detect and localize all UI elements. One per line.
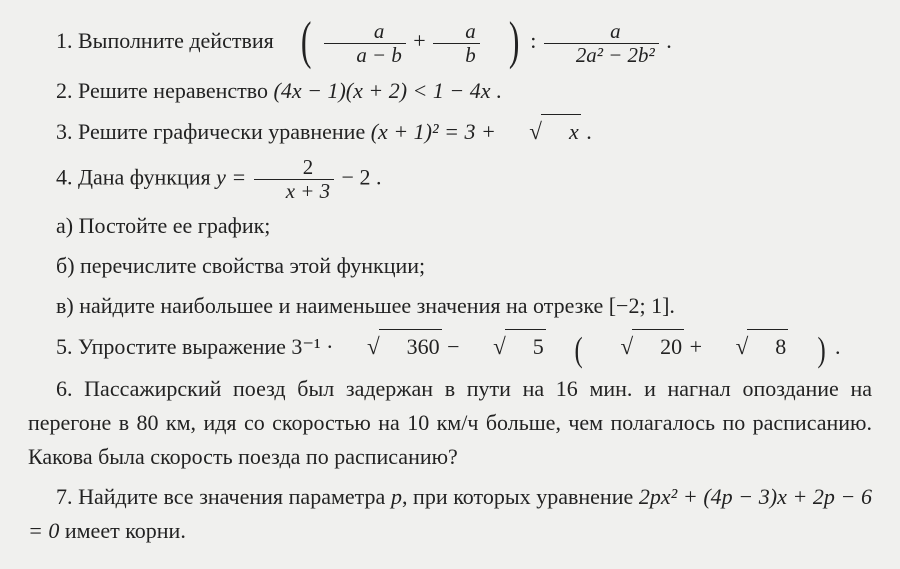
q4-y: y = [216,165,246,190]
q2-lead: Решите неравенство [78,78,268,103]
q4-lead: Дана функция [78,165,211,190]
q3-lead: Решите графически уравнение [78,119,365,144]
sqrt-5: 5 [465,329,546,365]
sqrt-x: x [501,114,580,150]
q1-lead: Выполните действия [78,28,274,53]
q6-text: Пассажирский поезд был задержан в пути н… [28,376,872,469]
q7-tail: имеет корни. [65,518,186,543]
close-paren: ) [492,16,519,66]
q2-number: 2. [56,78,73,103]
q2-expr: (4x − 1)(x + 2) < 1 − 4x [274,78,491,103]
q4-number: 4. [56,165,73,190]
problem-5: 5. Упростите выражение 3⁻¹ · 360 − 5 ( 2… [28,329,872,366]
problem-6: 6. Пассажирский поезд был задержан в пут… [28,372,872,474]
close-paren-2: ) [798,333,826,366]
problem-4c: в) найдите наибольшее и наименьшее значе… [28,289,872,323]
q5-lead: Упростите выражение [78,334,286,359]
q3-lhs: (x + 1)² = 3 + [371,119,496,144]
fraction-3: a 2a² − 2b² [544,20,659,67]
problem-1: 1. Выполните действия ( a a − b + a b ) … [28,18,872,68]
problem-7: 7. Найдите все значения параметра p, при… [28,480,872,548]
problem-4b: б) перечислите свойства этой функции; [28,249,872,283]
fraction-1: a a − b [324,20,405,67]
q7-lead: Найдите все значения параметра [78,484,385,509]
sqrt-20: 20 [592,329,684,365]
q3-number: 3. [56,119,73,144]
problem-3: 3. Решите графически уравнение (x + 1)² … [28,114,872,150]
problem-4a: а) Постойте ее график; [28,209,872,243]
q7-p: p [391,484,402,509]
fraction-2: a b [433,20,479,67]
problem-4: 4. Дана функция y = 2 x + 3 − 2 . [28,156,872,203]
q7-number: 7. [56,484,73,509]
q5-pre: 3⁻¹ · [291,334,333,359]
open-paren: ( [284,16,311,66]
sqrt-8: 8 [708,329,789,365]
q5-number: 5. [56,334,73,359]
q4-tail: − 2 . [342,165,382,190]
q4-fraction: 2 x + 3 [254,156,334,203]
q1-number: 1. [56,28,73,53]
open-paren-2: ( [555,333,583,366]
problem-2: 2. Решите неравенство (4x − 1)(x + 2) < … [28,74,872,108]
sqrt-360: 360 [339,329,442,365]
q7-mid: , при которых уравнение [402,484,633,509]
q6-number: 6. [56,376,73,401]
